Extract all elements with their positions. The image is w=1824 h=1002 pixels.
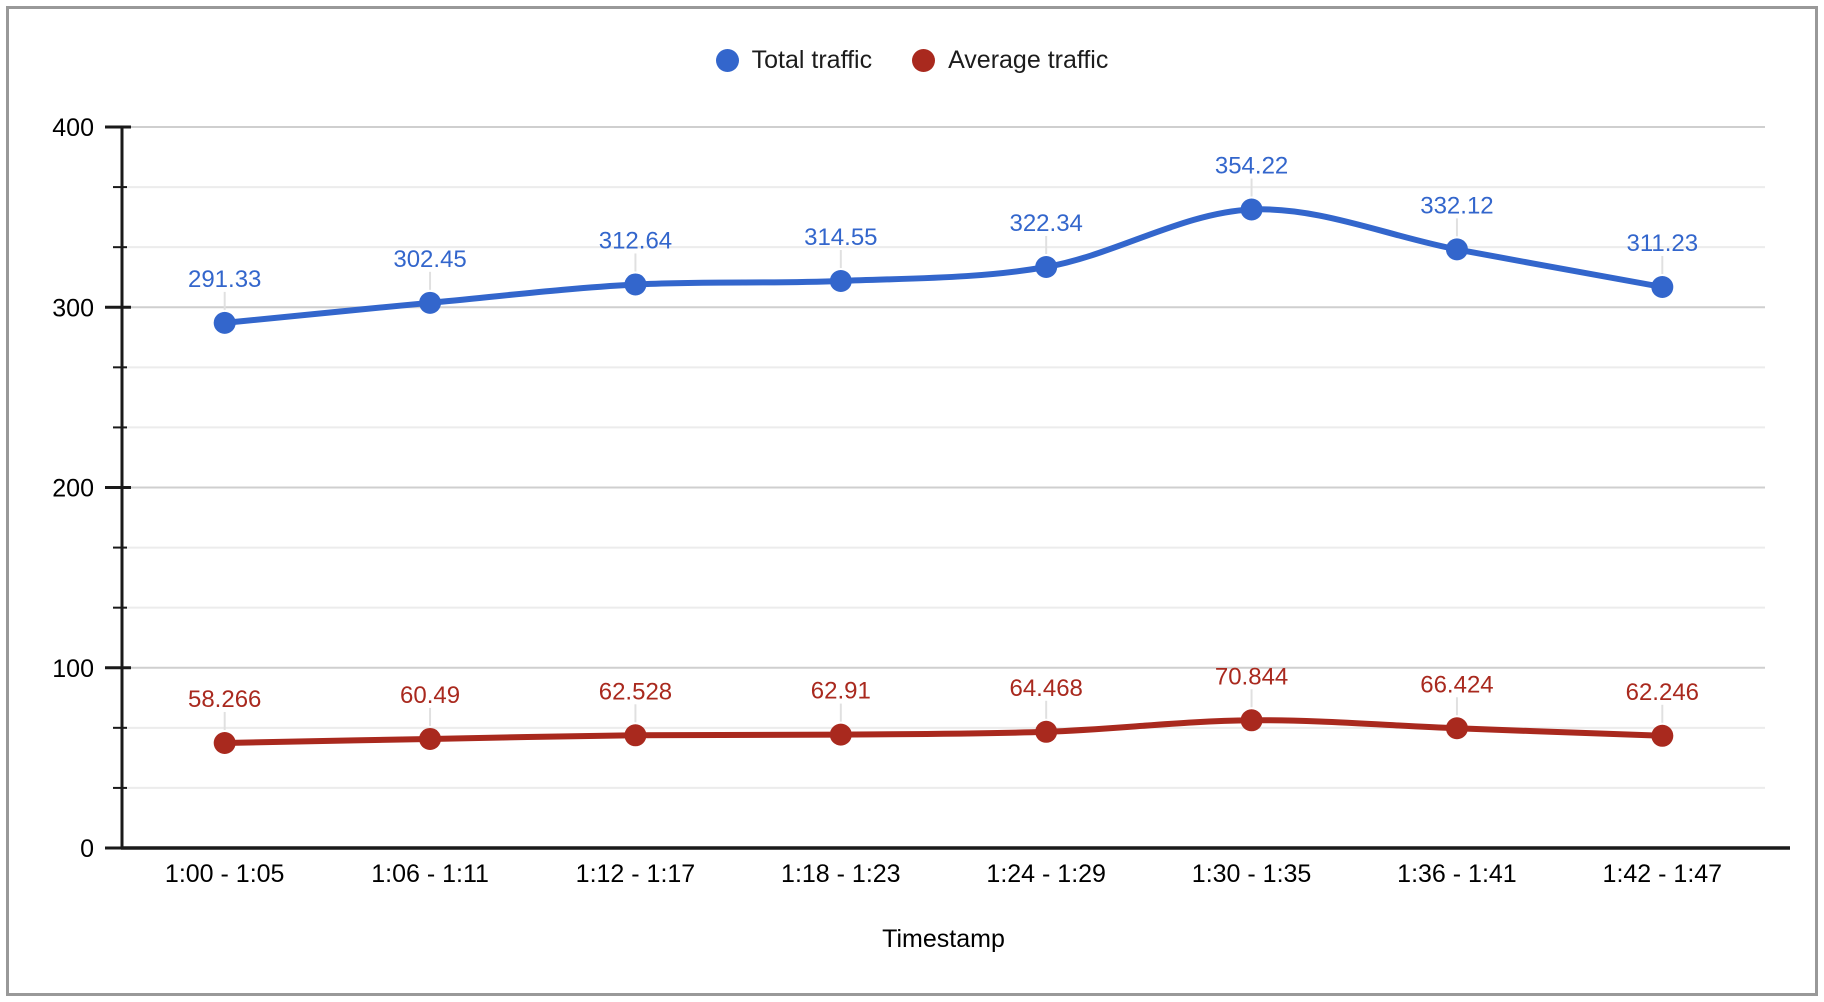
data-point-label: 314.55 — [804, 224, 877, 251]
chart-frame — [6, 6, 1818, 996]
y-axis-tick-label: 100 — [52, 655, 94, 683]
x-axis-tick-label: 1:36 - 1:41 — [1397, 860, 1517, 888]
data-point-marker[interactable] — [829, 270, 852, 293]
x-axis-tick-label: 1:00 - 1:05 — [165, 860, 285, 888]
chart-legend: Total traffic Average traffic — [0, 46, 1824, 75]
data-point-label: 62.246 — [1626, 679, 1699, 706]
data-point-marker[interactable] — [1651, 276, 1674, 299]
y-axis-tick-label: 200 — [52, 475, 94, 503]
data-point-marker[interactable] — [1445, 238, 1468, 261]
data-point-marker[interactable] — [419, 291, 442, 314]
data-point-marker[interactable] — [1240, 198, 1263, 221]
data-point-label: 354.22 — [1215, 153, 1288, 180]
x-axis-tick-label: 1:42 - 1:47 — [1603, 860, 1723, 888]
data-point-marker[interactable] — [1445, 717, 1468, 740]
data-point-label: 66.424 — [1420, 671, 1493, 698]
data-point-marker[interactable] — [213, 731, 236, 754]
x-axis-tick-label: 1:06 - 1:11 — [371, 860, 489, 888]
x-axis-tick-label: 1:30 - 1:35 — [1192, 860, 1312, 888]
data-point-label: 62.91 — [811, 678, 871, 705]
data-point-marker[interactable] — [624, 273, 647, 296]
data-point-label: 312.64 — [599, 227, 672, 254]
data-point-label: 70.844 — [1215, 663, 1288, 690]
data-point-marker[interactable] — [1035, 255, 1058, 278]
data-point-label: 302.45 — [393, 246, 466, 273]
y-axis-tick-label: 400 — [52, 114, 94, 142]
legend-label-average-traffic: Average traffic — [948, 46, 1109, 74]
legend-label-total-traffic: Total traffic — [751, 46, 873, 74]
data-point-label: 58.266 — [188, 686, 261, 713]
y-axis-tick-label: 300 — [52, 294, 94, 322]
data-point-marker[interactable] — [829, 723, 852, 746]
x-axis-tick-label: 1:24 - 1:29 — [986, 860, 1106, 888]
data-point-marker[interactable] — [213, 311, 236, 334]
data-point-label: 62.528 — [599, 678, 672, 705]
series-line-average — [221, 717, 1666, 746]
data-point-label: 291.33 — [188, 266, 261, 293]
x-axis-tick-label: 1:18 - 1:23 — [781, 860, 901, 888]
legend-dot-total-traffic-icon — [715, 49, 739, 72]
data-point-label: 64.468 — [1009, 675, 1082, 702]
data-point-label: 332.12 — [1420, 192, 1493, 219]
data-point-marker[interactable] — [1035, 720, 1058, 743]
data-point-label: 60.49 — [400, 682, 460, 709]
data-point-marker[interactable] — [1651, 724, 1674, 747]
x-axis-title: Timestamp — [882, 925, 1005, 953]
data-point-marker[interactable] — [624, 724, 647, 747]
data-point-marker[interactable] — [1240, 709, 1263, 732]
data-point-label: 322.34 — [1009, 210, 1082, 237]
data-point-marker[interactable] — [419, 727, 442, 750]
data-point-label: 311.23 — [1627, 230, 1699, 257]
y-axis-tick-label: 0 — [80, 835, 94, 863]
series-line-total — [221, 206, 1666, 326]
legend-item-average-traffic[interactable]: Average traffic — [912, 46, 1108, 75]
legend-dot-average-traffic-icon — [912, 49, 936, 72]
x-axis-tick-label: 1:12 - 1:17 — [576, 860, 696, 888]
legend-item-total-traffic[interactable]: Total traffic — [715, 46, 873, 75]
